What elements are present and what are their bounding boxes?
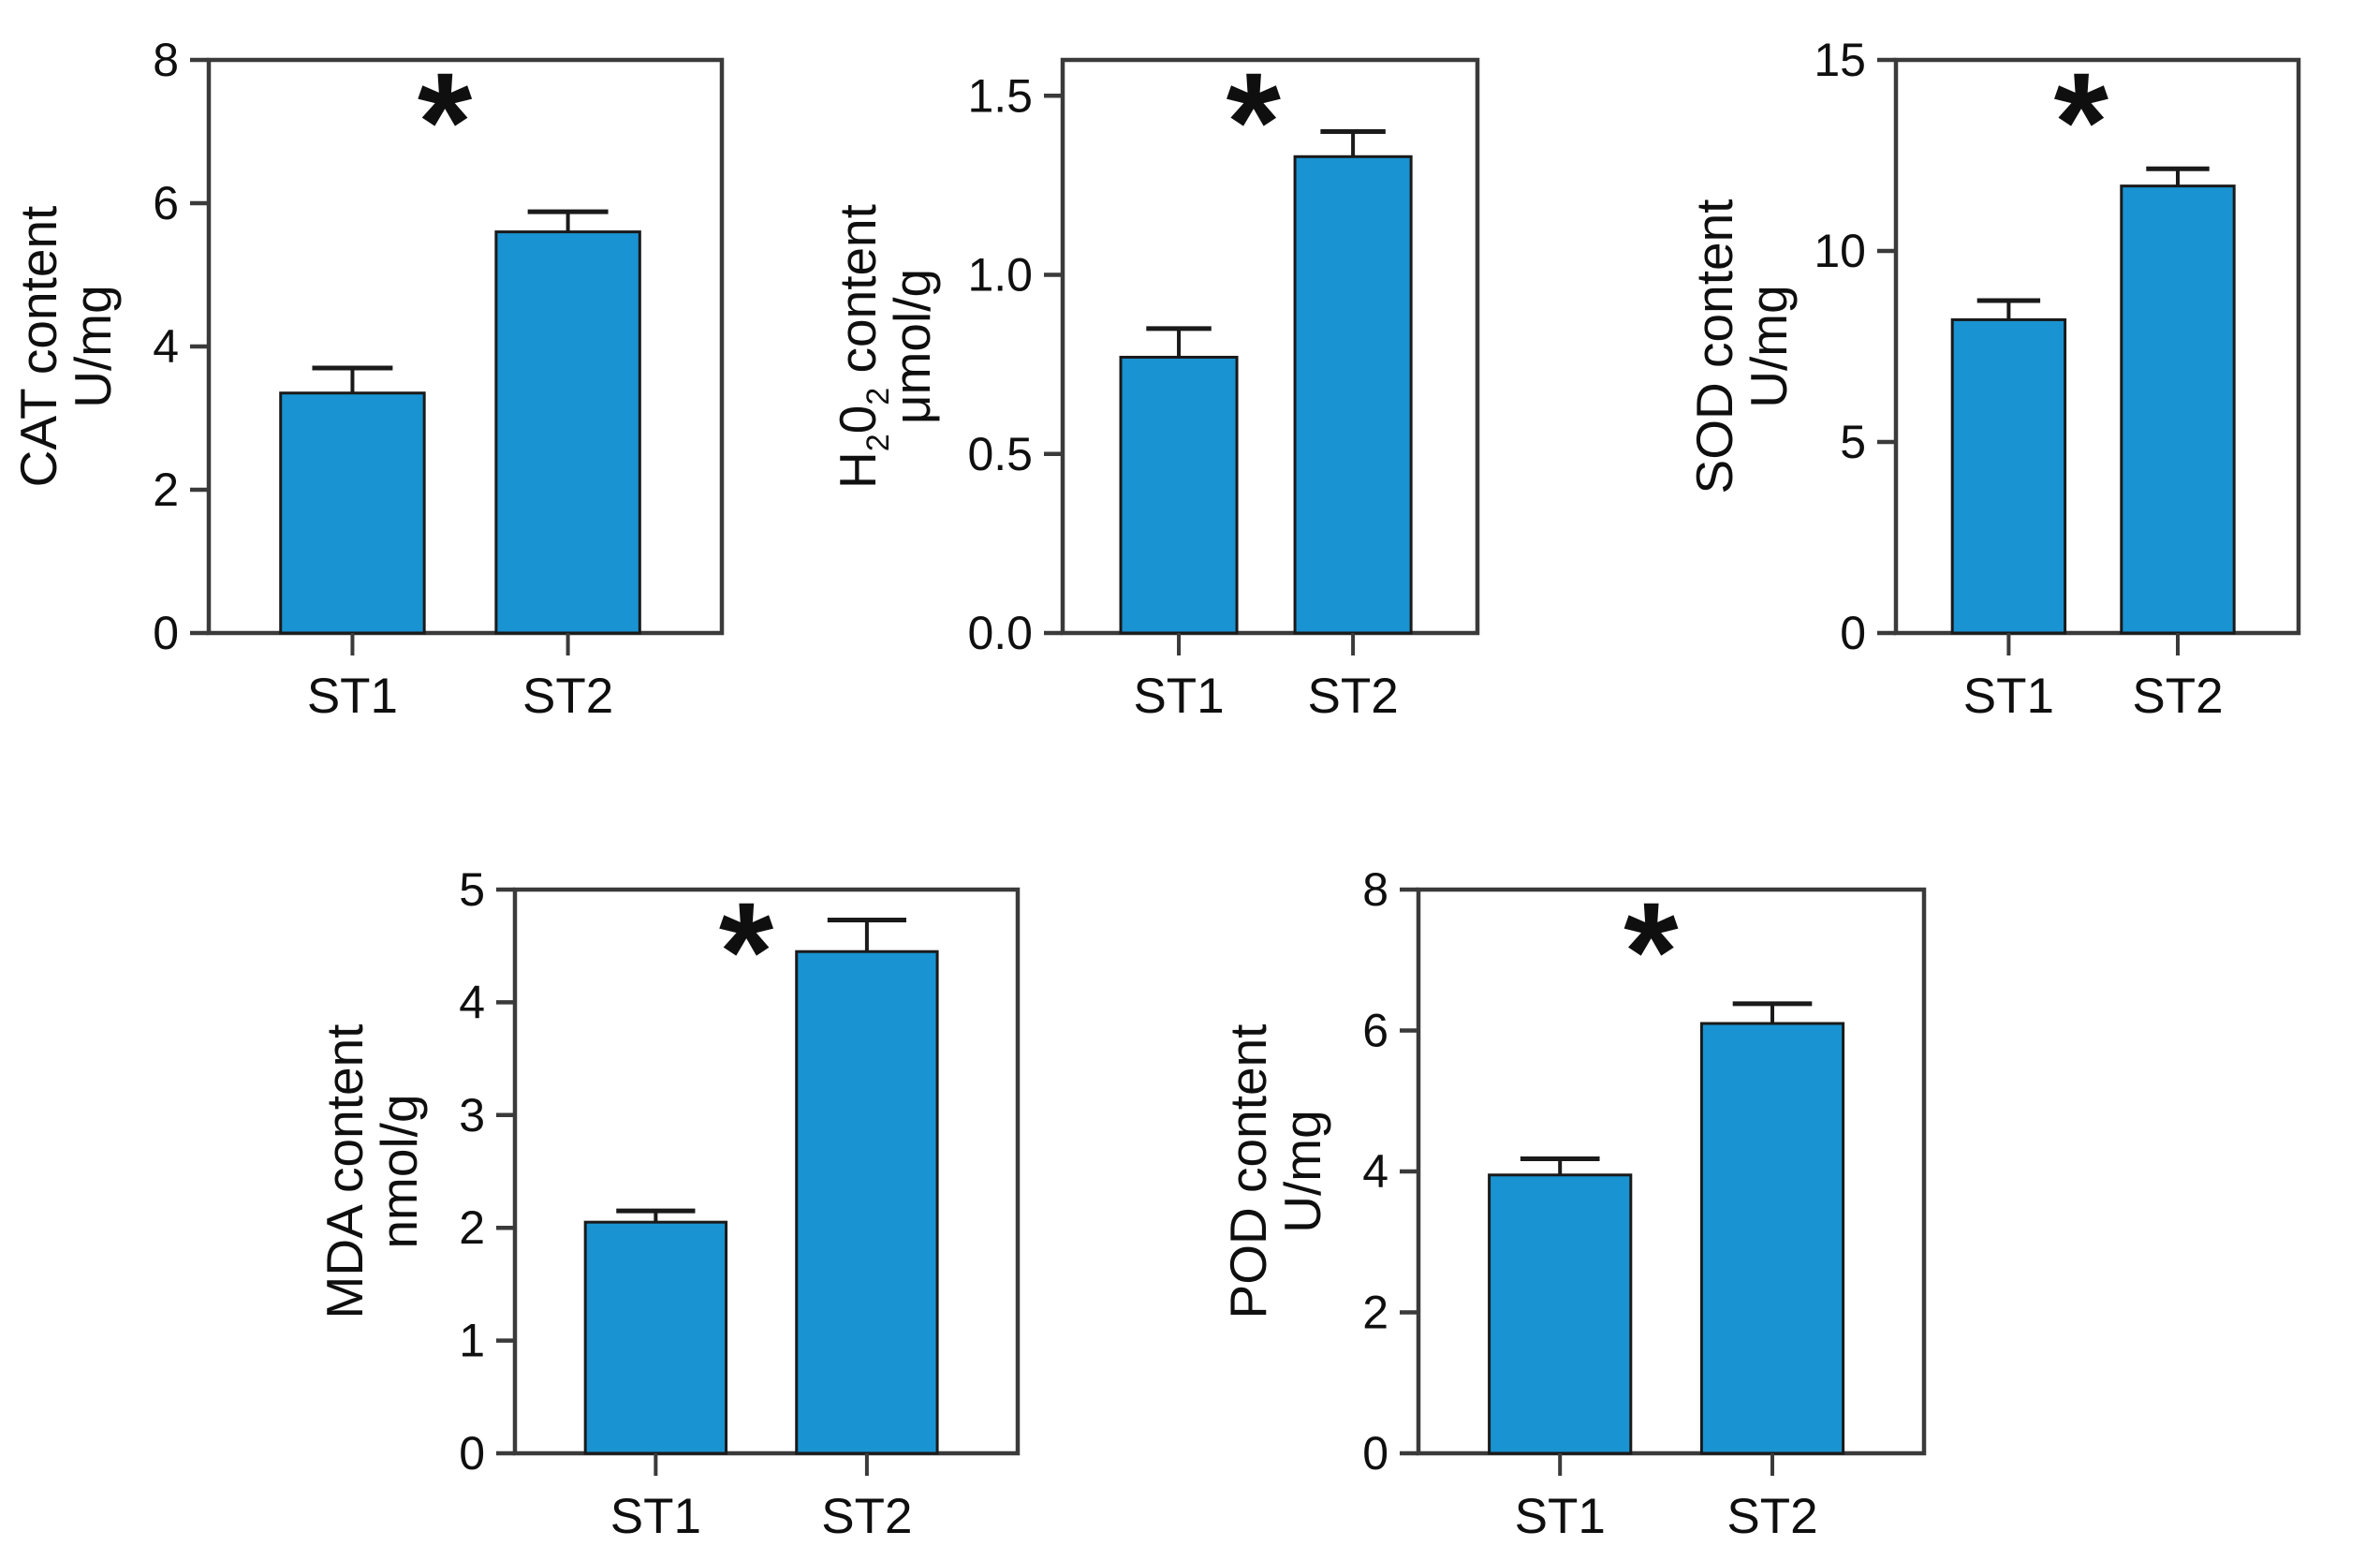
y-tick-label: 5 [459, 863, 485, 916]
y-axis-label-line1: CAT content [9, 206, 67, 488]
chart-cat-content: 0 2 4 6 8 ST1 ST2 * CAT content U/mg [7, 21, 738, 760]
y-axis-label-line1: SOD content [1685, 199, 1743, 494]
chart-h2o2-content: 0.0 0.5 1.0 1.5 ST1 ST2 * H202 content μmol/g [824, 21, 1489, 760]
bar-st2 [795, 950, 939, 1455]
y-axis-label-line2: μmol/g [883, 269, 941, 424]
y-tick-label: 4 [459, 976, 485, 1028]
x-category-label: ST2 [1726, 1489, 1817, 1544]
y-tick-label: 15 [1814, 34, 1866, 86]
y-tick-label: 0.5 [967, 428, 1033, 480]
y-tick-label: 10 [1814, 225, 1866, 277]
plot-box [1893, 57, 2301, 636]
x-category-label: ST1 [1515, 1489, 1606, 1544]
y-axis-label-line2: U/mg [1273, 1110, 1331, 1232]
bar-st2 [494, 230, 641, 635]
y-tick-label: 4 [1362, 1145, 1388, 1198]
x-category-label: ST1 [610, 1489, 701, 1544]
x-category-label: ST2 [522, 669, 613, 724]
y-tick-label: 2 [1362, 1287, 1388, 1339]
y-axis-label-line2: U/mg [64, 285, 122, 407]
chart-sod-content: 0 5 10 15 ST1 ST2 * SOD content U/mg [1681, 21, 2317, 760]
y-axis-label-line1: H202 content [829, 204, 896, 489]
x-category-label: ST1 [307, 669, 398, 724]
y-tick-label: 1.5 [967, 69, 1033, 122]
bar-st1 [583, 1220, 728, 1455]
significance-asterisk: * [719, 873, 774, 1030]
y-tick-label: 1.0 [967, 249, 1033, 302]
x-category-label: ST2 [2132, 669, 2223, 724]
plot-box [1060, 57, 1480, 636]
significance-asterisk: * [418, 43, 473, 200]
significance-asterisk: * [1623, 873, 1679, 1030]
y-tick-label: 2 [459, 1201, 485, 1254]
y-tick-label: 5 [1840, 416, 1866, 468]
y-tick-label: 4 [153, 320, 179, 373]
y-tick-label: 0.0 [967, 607, 1033, 659]
y-tick-label: 8 [1362, 863, 1388, 916]
bar-st2 [1699, 1022, 1845, 1455]
y-axis-label-line1: MDA content [316, 1024, 374, 1319]
bar-st1 [1488, 1173, 1633, 1455]
chart-pod-content: 0 2 4 6 8 ST1 ST2 * POD content U/mg [1217, 822, 1929, 1546]
y-axis-label-line2: U/mg [1740, 285, 1798, 407]
y-tick-label: 0 [1840, 607, 1866, 659]
y-axis-label-line2: nmol/g [370, 1094, 428, 1248]
bar-st1 [279, 391, 426, 635]
y-axis-label-line1: POD content [1219, 1024, 1277, 1319]
significance-asterisk: * [2054, 43, 2109, 200]
y-tick-label: 2 [153, 464, 179, 516]
chart-mda-content: 0 1 2 3 4 5 ST1 ST2 * MDA content nmol/g [314, 822, 1030, 1546]
x-category-label: ST1 [1963, 669, 2054, 724]
y-tick-label: 0 [459, 1427, 485, 1480]
y-tick-label: 6 [1362, 1005, 1388, 1057]
x-category-label: ST2 [1307, 669, 1398, 724]
bar-st1 [1119, 355, 1239, 635]
y-tick-label: 3 [459, 1089, 485, 1141]
x-category-label: ST2 [821, 1489, 912, 1544]
y-tick-label: 6 [153, 177, 179, 229]
y-tick-label: 0 [153, 607, 179, 659]
y-tick-label: 0 [1362, 1427, 1388, 1480]
significance-asterisk: * [1227, 43, 1282, 200]
x-category-label: ST1 [1133, 669, 1224, 724]
y-tick-label: 1 [459, 1315, 485, 1367]
plot-box [512, 887, 1021, 1456]
bar-st1 [1950, 317, 2067, 635]
bar-st2 [2120, 184, 2236, 635]
y-tick-label: 8 [153, 34, 179, 86]
bar-st2 [1293, 155, 1413, 635]
